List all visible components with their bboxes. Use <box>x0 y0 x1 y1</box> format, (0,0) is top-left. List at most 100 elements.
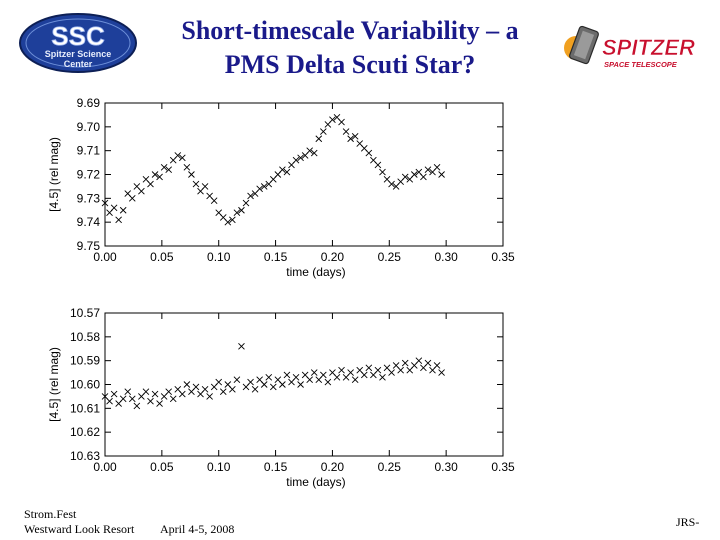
data-point <box>179 154 186 162</box>
data-point <box>188 171 195 178</box>
data-point <box>379 168 386 176</box>
data-point <box>283 371 291 379</box>
data-point <box>347 369 354 376</box>
title-line-1: Short-timescale Variability – a <box>181 16 519 45</box>
data-point <box>256 185 263 193</box>
data-point <box>379 374 386 381</box>
data-point <box>224 218 232 226</box>
data-point <box>179 390 186 398</box>
data-point <box>165 166 172 174</box>
data-point <box>306 376 314 384</box>
data-point <box>265 374 273 381</box>
data-point <box>374 366 382 374</box>
data-point <box>247 378 254 386</box>
data-point <box>119 395 127 403</box>
data-point <box>128 395 136 403</box>
y-tick-label: 9.70 <box>77 120 101 134</box>
data-point <box>151 171 159 178</box>
x-tick-label: 0.15 <box>264 460 288 474</box>
data-point <box>156 173 163 181</box>
data-point <box>438 171 445 178</box>
footer-right: JRS- <box>676 515 700 529</box>
data-point <box>410 171 418 178</box>
data-point <box>247 192 254 200</box>
data-point <box>215 378 223 386</box>
spitzer-logo-word: SPITZER <box>602 35 695 60</box>
data-point <box>365 149 373 157</box>
title-line-2: PMS Delta Scuti Star? <box>224 50 476 79</box>
data-point <box>360 371 368 379</box>
data-point <box>415 357 423 364</box>
data-point <box>229 216 236 224</box>
data-point <box>115 216 122 224</box>
data-point <box>388 180 395 188</box>
y-tick-label: 9.72 <box>77 168 101 182</box>
data-point <box>269 383 277 391</box>
data-point <box>315 135 323 143</box>
data-point <box>351 376 359 384</box>
x-tick-label: 0.30 <box>434 460 458 474</box>
x-tick-label: 0.10 <box>207 250 231 264</box>
data-point <box>320 371 327 379</box>
data-point <box>201 183 209 190</box>
y-tick-label: 10.63 <box>70 449 100 463</box>
spitzer-logo: SPITZER SPACE TELESCOPE <box>560 20 710 81</box>
data-point <box>260 381 268 388</box>
data-point <box>320 128 327 135</box>
x-tick-label: 0.20 <box>321 460 345 474</box>
x-tick-label: 0.25 <box>378 460 402 474</box>
data-point <box>333 374 341 381</box>
data-point <box>283 168 291 176</box>
footer-venue: Westward Look Resort <box>24 522 135 536</box>
x-tick-label: 0.35 <box>491 460 515 474</box>
x-tick-label: 0.10 <box>207 460 231 474</box>
x-tick-label: 0.20 <box>321 250 345 264</box>
data-point <box>433 362 441 369</box>
light-curve-chart-bottom: 0.00 0.05 0.10 0.15 0.20 0.25 0.30 0.35 10.57 10.… <box>40 306 530 501</box>
data-point <box>306 147 314 154</box>
data-point <box>310 149 318 157</box>
x-tick-label: 0.05 <box>150 250 174 264</box>
footer-date: April 4-5, 2008 <box>160 522 235 536</box>
light-curve-chart-top: 0.00 0.05 0.10 0.15 0.20 0.25 0.30 0.35 9.69 9.70… <box>40 96 530 291</box>
data-point <box>433 164 441 171</box>
y-tick-label: 9.69 <box>77 96 101 110</box>
data-point <box>165 388 172 395</box>
data-point <box>233 209 241 216</box>
data-point <box>192 180 200 188</box>
data-point <box>292 374 300 381</box>
ssc-logo: SSC Spitzer Science Center <box>18 12 138 79</box>
ssc-logo-line2: Center <box>64 59 93 69</box>
data-point <box>183 164 191 171</box>
footer-left: Strom.Fest Westward Look Resort <box>24 507 134 537</box>
y-tick-label: 9.73 <box>77 191 101 205</box>
data-point <box>210 197 218 205</box>
data-point <box>206 393 213 400</box>
data-point <box>151 390 159 398</box>
light-curve-bottom-svg: 0.00 0.05 0.10 0.15 0.20 0.25 0.30 0.35 10.57 10.… <box>47 306 515 489</box>
y-tick-label: 10.57 <box>70 306 100 320</box>
data-point <box>297 381 304 388</box>
data-point <box>347 135 354 143</box>
data-point <box>110 204 118 212</box>
data-point <box>324 378 332 386</box>
data-point <box>233 376 241 384</box>
ssc-logo-line1: Spitzer Science <box>45 49 112 59</box>
y-tick-label: 9.75 <box>77 239 101 253</box>
data-point <box>156 400 163 407</box>
data-point <box>297 154 304 162</box>
data-point <box>388 369 395 376</box>
y-tick-label: 10.60 <box>70 378 100 392</box>
data-point <box>242 199 250 207</box>
data-point <box>201 385 209 393</box>
x-axis-label: time (days) <box>286 265 345 279</box>
data-point <box>138 187 145 195</box>
y-tick-label: 10.58 <box>70 330 100 344</box>
data-point <box>192 383 200 391</box>
data-point <box>101 199 109 207</box>
data-point <box>438 369 445 376</box>
data-point <box>338 118 345 126</box>
spitzer-logo-sub: SPACE TELESCOPE <box>604 60 678 69</box>
data-point <box>420 173 427 181</box>
data-point <box>169 395 177 403</box>
